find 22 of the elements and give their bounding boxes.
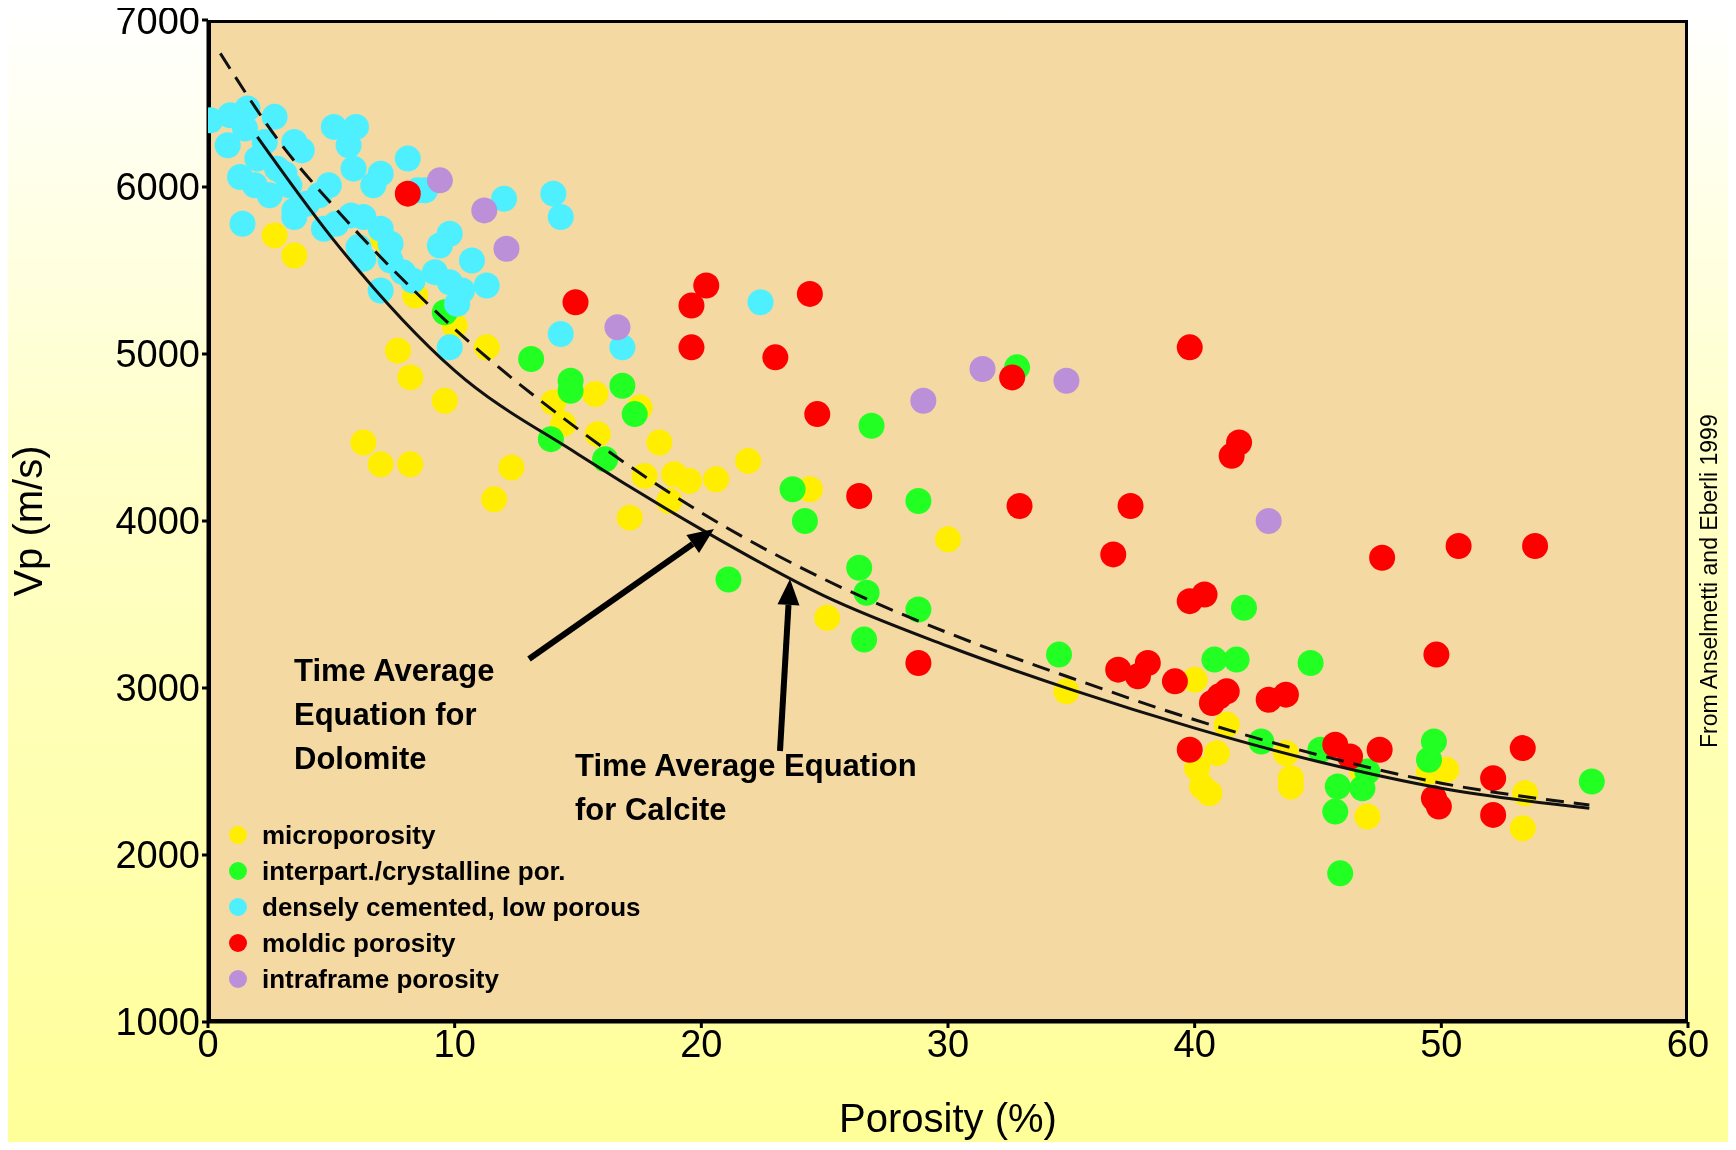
x-tick-label: 20 [680, 1022, 723, 1065]
x-axis-title: Porosity (%) [839, 1096, 1057, 1140]
x-tick-label: 10 [433, 1022, 476, 1065]
x-tick-label: 30 [926, 1022, 970, 1065]
legend-label: densely cemented, low porous [262, 891, 641, 924]
y-tick-label: 2000 [115, 834, 200, 877]
y-tick-label: 1000 [115, 1001, 200, 1044]
annotation: Time Average Equation for Calcite [575, 747, 918, 829]
legend-label: microporosity [262, 819, 436, 852]
y-tick-label: 4000 [115, 500, 200, 543]
x-tick-label: 60 [1666, 1022, 1710, 1065]
legend-label: intraframe porosity [262, 963, 499, 996]
y-tick-label: 5000 [115, 333, 200, 376]
y-axis-title: Vp (m/s) [6, 445, 51, 597]
x-tick-label: 40 [1173, 1022, 1216, 1065]
text: From Anselmetti and Eberli 1999 [1696, 414, 1723, 748]
legend-label: interpart./crystalline por. [262, 855, 566, 888]
annotation: Time Average Equation for Dolomite [294, 652, 496, 778]
x-tick-label: 50 [1420, 1022, 1463, 1065]
legend-label: moldic porosity [262, 927, 456, 960]
y-tick-label: 6000 [115, 166, 200, 209]
y-tick-label: 3000 [115, 667, 200, 710]
